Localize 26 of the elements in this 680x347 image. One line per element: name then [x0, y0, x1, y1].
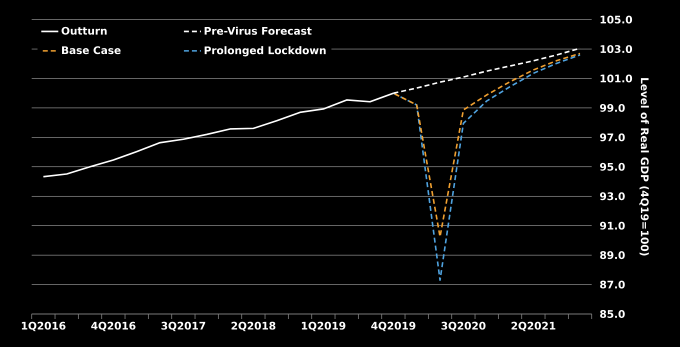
y-tick-label: 99.0 — [600, 104, 625, 112]
y-tick-label: 89.0 — [600, 251, 625, 260]
y-tick-label: 85.0 — [600, 310, 625, 318]
y-tick-label: 87.0 — [600, 280, 625, 289]
legend-label: Pre-Virus Forecast — [204, 26, 312, 35]
x-tick-label: 4Q2019 — [371, 322, 416, 332]
x-tick-label: 4Q2016 — [91, 322, 136, 332]
y-tick-label: 97.0 — [600, 133, 625, 142]
y-tick-label: 91.0 — [600, 222, 625, 230]
y-tick-label: 105.0 — [600, 16, 632, 24]
y-tick-label: 93.0 — [600, 192, 625, 200]
x-tick-label: 2Q2021 — [512, 322, 556, 332]
x-tick-label: 3Q2017 — [161, 322, 206, 332]
legend-label: Base Case — [62, 46, 121, 54]
x-tick-label: 1Q2016 — [22, 322, 66, 332]
x-tick-label: 1Q2019 — [302, 322, 346, 332]
y-tick-label: 103.0 — [600, 45, 632, 53]
line-series — [392, 54, 581, 281]
legend-label: Outturn — [62, 26, 107, 35]
legend-label: Prolonged Lockdown — [204, 46, 326, 56]
line-series — [392, 52, 581, 238]
y-tick-label: 101.0 — [600, 74, 632, 82]
x-tick-label: 2Q2018 — [232, 322, 276, 332]
x-tick-label: 3Q2020 — [441, 322, 486, 332]
y-axis-title: Level of Real GDP (4Q19=100) — [639, 78, 649, 256]
y-tick-label: 95.0 — [600, 162, 625, 171]
